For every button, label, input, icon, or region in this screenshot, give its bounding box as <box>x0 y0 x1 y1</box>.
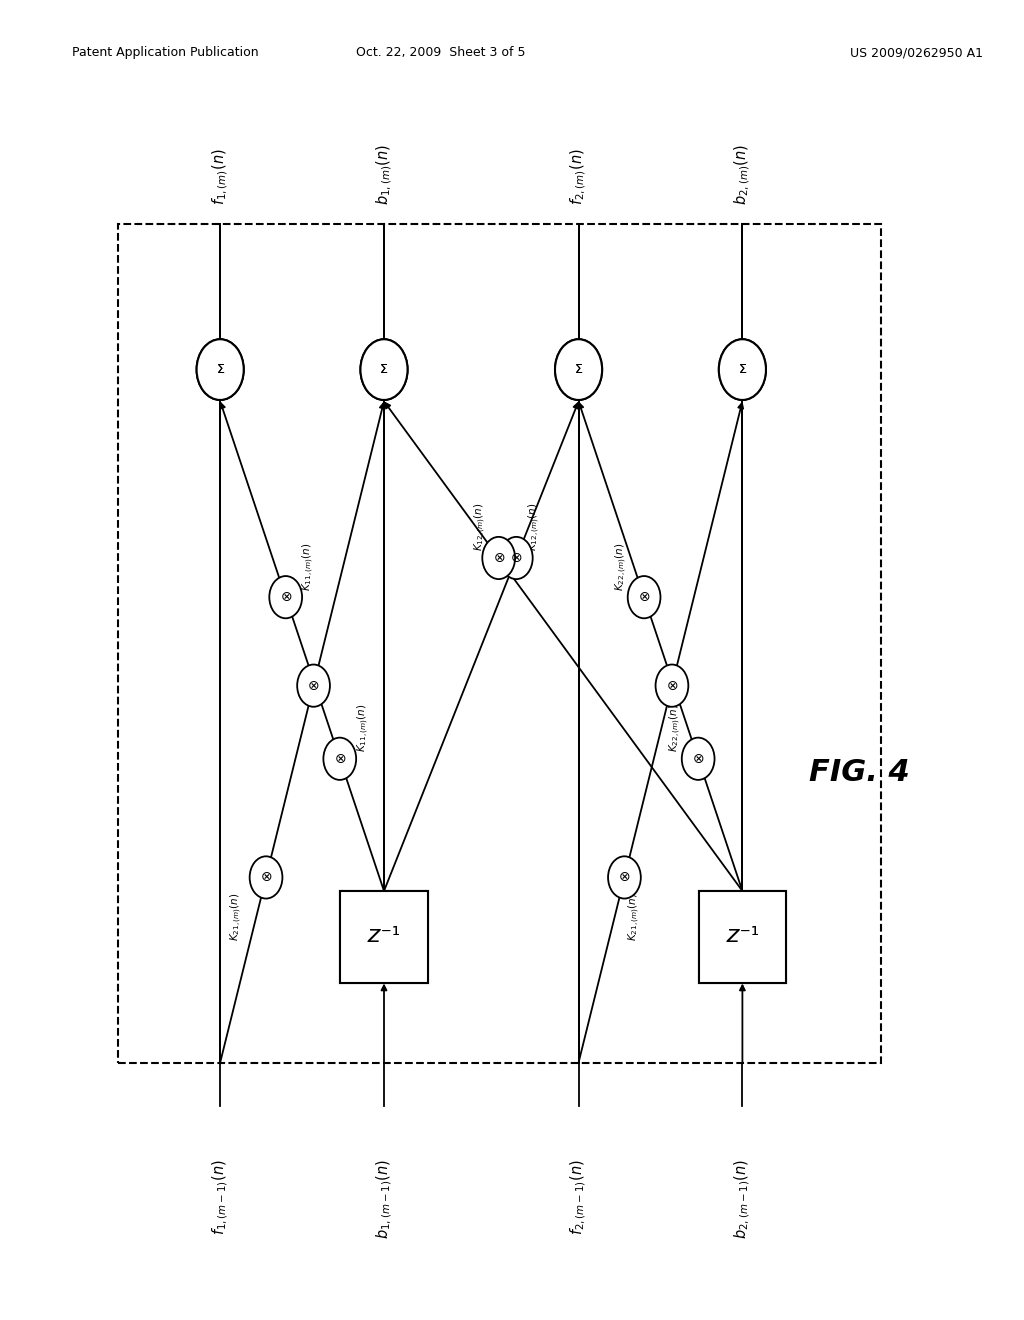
Text: $\otimes$: $\otimes$ <box>280 590 292 605</box>
Circle shape <box>360 339 408 400</box>
Circle shape <box>197 339 244 400</box>
Circle shape <box>500 537 532 579</box>
Text: $\Sigma$: $\Sigma$ <box>738 363 746 376</box>
Text: $\Sigma$: $\Sigma$ <box>216 363 224 376</box>
Text: $Z^{-1}$: $Z^{-1}$ <box>368 927 400 948</box>
Text: $K_{21,(m)}(n)$: $K_{21,(m)}(n)$ <box>228 892 244 941</box>
Circle shape <box>482 537 515 579</box>
Text: $Z^{-1}$: $Z^{-1}$ <box>726 927 759 948</box>
Text: $f_{1,(m)}(n)$: $f_{1,(m)}(n)$ <box>210 148 230 205</box>
Text: $K_{22,(m)}(n)$: $K_{22,(m)}(n)$ <box>668 704 683 752</box>
Circle shape <box>197 339 244 400</box>
Text: US 2009/0262950 A1: US 2009/0262950 A1 <box>850 46 983 59</box>
Text: $f_{2,(m-1)}(n)$: $f_{2,(m-1)}(n)$ <box>568 1159 589 1234</box>
Text: $b_{2,(m-1)}(n)$: $b_{2,(m-1)}(n)$ <box>732 1159 753 1239</box>
Circle shape <box>555 339 602 400</box>
Circle shape <box>297 664 330 706</box>
Text: $Z^{-1}$: $Z^{-1}$ <box>368 927 400 948</box>
Text: $\Sigma$: $\Sigma$ <box>380 363 388 376</box>
Circle shape <box>324 738 356 780</box>
Text: $Z^{-1}$: $Z^{-1}$ <box>726 927 759 948</box>
Circle shape <box>719 339 766 400</box>
Circle shape <box>360 339 408 400</box>
Circle shape <box>555 339 602 400</box>
Text: $\otimes$: $\otimes$ <box>334 752 346 766</box>
FancyBboxPatch shape <box>340 891 428 983</box>
Text: $K_{21,(m)}(n)$: $K_{21,(m)}(n)$ <box>627 892 642 941</box>
Text: $K_{22,(m)}(n)$: $K_{22,(m)}(n)$ <box>613 543 629 590</box>
Circle shape <box>250 857 283 899</box>
Text: $\Sigma$: $\Sigma$ <box>380 363 388 376</box>
Circle shape <box>608 857 641 899</box>
Text: $\Sigma$: $\Sigma$ <box>216 363 224 376</box>
Text: Patent Application Publication: Patent Application Publication <box>72 46 258 59</box>
Circle shape <box>269 576 302 618</box>
Text: $f_{2,(m)}(n)$: $f_{2,(m)}(n)$ <box>568 148 589 205</box>
Text: $b_{2,(m)}(n)$: $b_{2,(m)}(n)$ <box>732 144 753 205</box>
Circle shape <box>719 339 766 400</box>
Text: $\otimes$: $\otimes$ <box>666 678 678 693</box>
Text: $b_{1,(m)}(n)$: $b_{1,(m)}(n)$ <box>374 144 394 205</box>
FancyBboxPatch shape <box>340 891 428 983</box>
Text: $\otimes$: $\otimes$ <box>638 590 650 605</box>
Text: $\otimes$: $\otimes$ <box>493 550 505 565</box>
Text: FIG. 4: FIG. 4 <box>809 758 909 787</box>
Text: $\Sigma$: $\Sigma$ <box>574 363 583 376</box>
Text: $b_{1,(m-1)}(n)$: $b_{1,(m-1)}(n)$ <box>374 1159 394 1239</box>
Text: $\otimes$: $\otimes$ <box>692 752 705 766</box>
Circle shape <box>655 664 688 706</box>
Text: $\otimes$: $\otimes$ <box>307 678 319 693</box>
Circle shape <box>682 738 715 780</box>
Text: $f_{1,(m-1)}(n)$: $f_{1,(m-1)}(n)$ <box>210 1159 230 1234</box>
Text: $\otimes$: $\otimes$ <box>618 870 631 884</box>
FancyBboxPatch shape <box>698 891 786 983</box>
Text: Oct. 22, 2009  Sheet 3 of 5: Oct. 22, 2009 Sheet 3 of 5 <box>355 46 525 59</box>
FancyBboxPatch shape <box>698 891 786 983</box>
FancyBboxPatch shape <box>118 224 881 1063</box>
Text: $\Sigma$: $\Sigma$ <box>574 363 583 376</box>
Text: $\otimes$: $\otimes$ <box>510 550 522 565</box>
Text: $\otimes$: $\otimes$ <box>260 870 272 884</box>
Text: $K_{12,(m)}(n)$: $K_{12,(m)}(n)$ <box>473 503 488 552</box>
Text: $K_{12,(m)}(n)$: $K_{12,(m)}(n)$ <box>526 503 542 552</box>
Circle shape <box>628 576 660 618</box>
Text: $K_{11,(m)}(n)$: $K_{11,(m)}(n)$ <box>355 704 371 752</box>
Text: $K_{11,(m)}(n)$: $K_{11,(m)}(n)$ <box>301 543 316 590</box>
Text: $\Sigma$: $\Sigma$ <box>738 363 746 376</box>
